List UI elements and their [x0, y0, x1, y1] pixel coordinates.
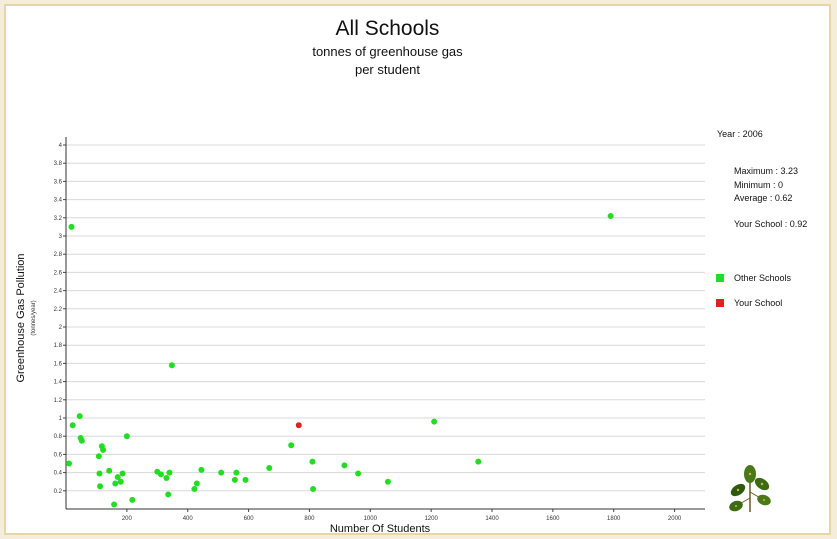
chart-subtitle-line1: tonnes of greenhouse gas: [312, 44, 463, 59]
x-tick-label: 1000: [364, 516, 378, 522]
data-point-other-school: [68, 223, 75, 230]
y-tick-label: 0.4: [54, 471, 63, 477]
leaves-logo-icon: [729, 465, 771, 512]
y-tick-label: 0.2: [54, 489, 63, 495]
data-point-other-school: [607, 212, 614, 219]
x-axis-label: Number Of Students: [329, 523, 431, 535]
data-point-other-school: [111, 501, 118, 508]
data-point-other-school: [341, 462, 348, 469]
legend-label-your-school: Your School: [734, 298, 783, 308]
y-tick-label: 2: [59, 325, 63, 331]
legend-label-other-schools: Other Schools: [734, 273, 792, 283]
x-tick-label: 400: [183, 516, 194, 522]
data-point-other-school: [119, 470, 126, 477]
y-tick-label: 3.6: [54, 179, 63, 185]
data-point-other-school: [233, 469, 240, 476]
y-tick-label: 0.8: [54, 434, 63, 440]
x-tick-label: 1400: [485, 516, 499, 522]
x-tick-label: 1200: [424, 516, 438, 522]
y-axis-unit: (tonnes/year): [31, 300, 37, 336]
y-tick-label: 3.4: [54, 198, 63, 204]
data-point-other-school: [112, 480, 119, 487]
y-tick-label: 1.8: [54, 343, 63, 349]
y-tick-label: 0.6: [54, 452, 63, 458]
data-point-other-school: [218, 469, 225, 476]
data-point-other-school: [309, 458, 316, 465]
x-tick-label: 600: [244, 516, 255, 522]
data-point-other-school: [431, 418, 438, 425]
y-tick-label: 3.8: [54, 161, 63, 167]
y-tick-label: 2.8: [54, 252, 63, 258]
your-school-stat: Your School : 0.92: [734, 219, 808, 229]
x-tick-label: 2000: [668, 516, 682, 522]
y-tick-label: 4: [59, 143, 63, 149]
y-tick-label: 3.2: [54, 216, 63, 222]
y-tick-label: 3: [59, 234, 63, 240]
data-point-other-school: [310, 485, 317, 492]
y-axis-label: Greenhouse Gas Pollution: [15, 253, 27, 383]
chart-subtitle-line2: per student: [354, 62, 421, 77]
year-label: Year : 2006: [717, 129, 763, 139]
data-point-other-school: [78, 437, 85, 444]
data-point-other-school: [168, 362, 175, 369]
data-point-other-school: [96, 470, 103, 477]
average-stat: Average : 0.62: [734, 193, 793, 203]
x-tick-label: 1600: [546, 516, 560, 522]
y-tick-label: 2.6: [54, 270, 63, 276]
data-point-other-school: [288, 442, 295, 449]
data-point-other-school: [97, 483, 104, 490]
data-point-other-school: [166, 469, 173, 476]
data-point-other-school: [475, 458, 482, 465]
y-tick-label: 1.4: [54, 380, 63, 386]
data-point-other-school: [66, 460, 73, 467]
data-point-other-school: [165, 491, 172, 498]
data-point-other-school: [95, 453, 102, 460]
data-point-other-school: [100, 446, 107, 453]
data-point-other-school: [191, 485, 198, 492]
data-point-other-school: [266, 465, 273, 472]
data-point-other-school: [123, 433, 130, 440]
x-tick-label: 200: [122, 516, 133, 522]
legend-swatch-your-school: [716, 299, 724, 307]
data-point-other-school: [231, 476, 238, 483]
y-tick-label: 1: [59, 416, 63, 422]
legend-swatch-other-schools: [716, 274, 724, 282]
data-point-other-school: [76, 413, 83, 420]
y-tick-label: 2.2: [54, 307, 63, 313]
chart-frame: [4, 4, 831, 535]
data-point-other-school: [355, 470, 362, 477]
data-point-other-school: [384, 478, 391, 485]
x-tick-label: 1800: [607, 516, 621, 522]
data-point-other-school: [106, 467, 113, 474]
y-tick-label: 2.4: [54, 289, 63, 295]
chart-title: All Schools: [335, 17, 440, 40]
data-point-other-school: [242, 476, 249, 483]
y-tick-label: 1.6: [54, 361, 63, 367]
data-point-your-school: [295, 422, 302, 429]
minimum-stat: Minimum : 0: [734, 180, 784, 190]
data-point-other-school: [129, 496, 136, 503]
y-tick-label: 1.2: [54, 398, 63, 404]
data-point-other-school: [198, 466, 205, 473]
data-point-other-school: [117, 478, 124, 485]
data-point-other-school: [114, 474, 121, 481]
data-point-other-school: [193, 480, 200, 487]
x-tick-label: 800: [304, 516, 315, 522]
data-point-other-school: [157, 471, 164, 478]
maximum-stat: Maximum : 3.23: [734, 166, 799, 176]
data-point-other-school: [69, 422, 76, 429]
data-point-other-school: [163, 475, 170, 482]
